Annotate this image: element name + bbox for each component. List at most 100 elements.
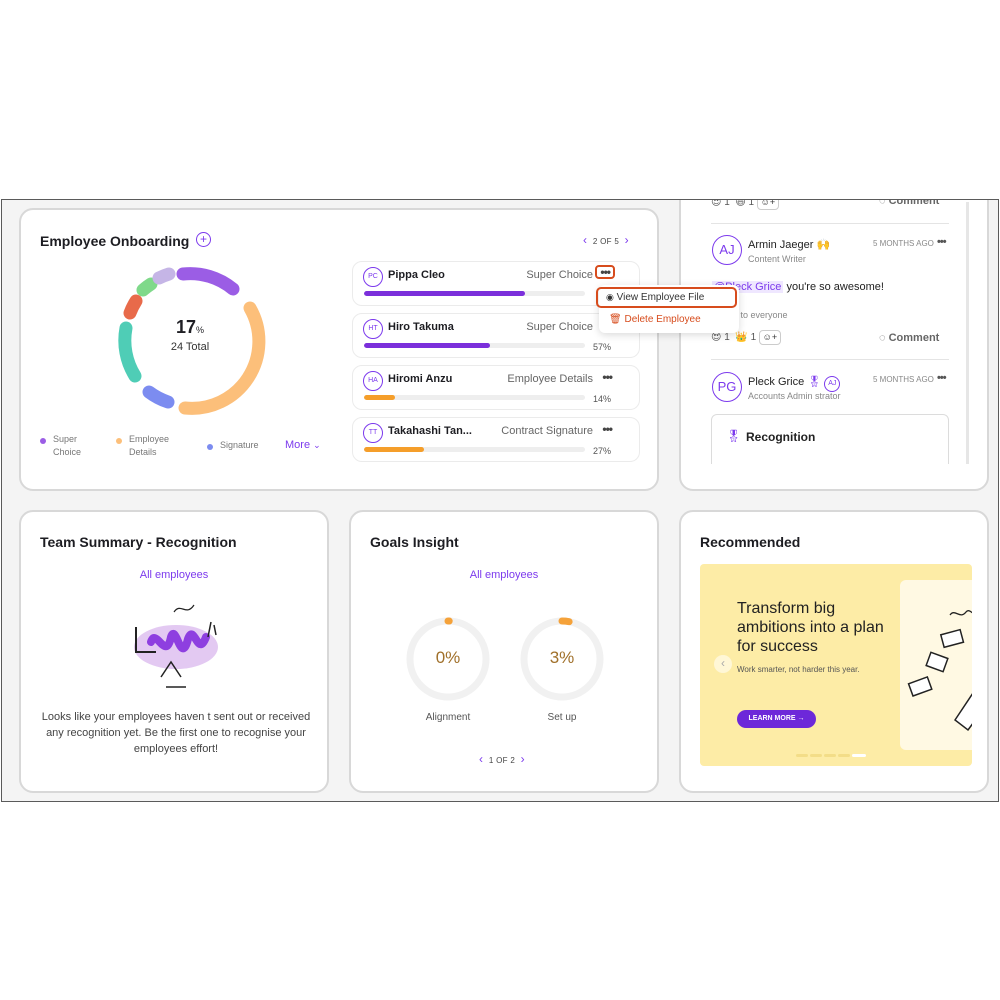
comment-icon: ◌ — [879, 199, 886, 207]
post-options-icon[interactable]: ••• — [937, 236, 947, 248]
goals-pager: ‹ 1 OF 2 › — [479, 752, 525, 766]
more-options-icon[interactable]: ••• — [595, 265, 615, 279]
add-reaction-button[interactable]: ☺+ — [756, 200, 779, 210]
add-reaction-button[interactable]: ☺+ — [758, 330, 781, 345]
banner-illustration — [907, 610, 972, 732]
dashboard-frame: Employee Onboarding + 17% 24 Total Super… — [1, 199, 999, 802]
employee-stage: Super Choice — [526, 321, 593, 333]
carousel-dot[interactable] — [838, 754, 850, 757]
recommended-title: Recommended — [700, 534, 801, 550]
recommended-banner[interactable]: Transform big ambitions into a plan for … — [700, 564, 972, 766]
gauge-label: Alignment — [425, 712, 471, 723]
post-author-role: Accounts Admin strator — [748, 391, 841, 401]
post-author-role: Content Writer — [748, 254, 806, 264]
learn-more-button[interactable]: LEARN MORE → — [737, 710, 816, 728]
goals-filter-link[interactable]: All employees — [469, 569, 539, 581]
empty-state-illustration — [134, 604, 218, 688]
pager-prev-icon[interactable]: ‹ — [583, 233, 588, 247]
comment-icon: ◌ — [879, 332, 886, 344]
recognition-box: 🎖 Recognition — [711, 414, 949, 464]
comment-button[interactable]: ◌ Comment — [879, 332, 940, 344]
progress-bar — [364, 395, 585, 400]
more-options-icon[interactable]: ••• — [602, 370, 613, 384]
gauge-arc — [558, 617, 573, 626]
onboarding-percent: 17% — [175, 317, 205, 337]
pager-next-icon[interactable]: › — [624, 233, 629, 247]
comment-button[interactable]: ◌ Comment — [879, 199, 939, 207]
progress-bar — [364, 447, 585, 452]
employee-row[interactable]: TT Takahashi Tan... Contract Signature •… — [352, 417, 640, 462]
carousel-prev-icon[interactable]: ‹ — [714, 655, 732, 673]
trash-icon: 🗑 — [609, 314, 622, 325]
donut-segment-signature — [142, 385, 175, 409]
eye-icon: ◉ — [606, 292, 614, 302]
carousel-dot[interactable] — [796, 754, 808, 757]
carousel-dot[interactable] — [824, 754, 836, 757]
legend-item-employee-details: Employee Details — [116, 433, 189, 459]
add-onboarding-icon[interactable]: + — [196, 232, 211, 247]
employee-row[interactable]: PC Pippa Cleo Super Choice ••• 7 — [352, 261, 640, 306]
onboarding-donut-chart — [118, 267, 266, 415]
pager-prev-icon[interactable]: ‹ — [479, 752, 484, 766]
employee-name: Takahashi Tan... — [388, 425, 472, 437]
empty-state-message: Looks like your employees haven t sent o… — [41, 711, 311, 755]
legend-item-super-choice: Super Choice — [40, 433, 95, 459]
carousel-indicators — [796, 744, 868, 762]
post-options-icon[interactable]: ••• — [937, 372, 947, 384]
team-filter-link[interactable]: All employees — [139, 569, 209, 581]
raised-hands-icon: 🙌 — [816, 239, 831, 251]
employee-row[interactable]: HT Hiro Takuma Super Choice 57% — [352, 313, 640, 358]
recommended-card: Recommended Transform big ambitions into… — [679, 510, 989, 793]
employee-name: Hiro Takuma — [388, 321, 454, 333]
tagged-avatar: AJ — [824, 376, 841, 392]
avatar: PC — [363, 267, 383, 287]
banner-subtext: Work smarter, not harder this year. — [737, 665, 860, 674]
carousel-dot-active[interactable] — [852, 754, 866, 757]
employee-context-menu: ◉ View Employee File 🗑 Delete Employee — [596, 285, 739, 333]
feed-scrollbar[interactable] — [966, 202, 969, 464]
banner-headline: Transform big ambitions into a plan for … — [737, 600, 884, 655]
divider — [711, 223, 949, 224]
avatar: HT — [363, 319, 383, 339]
post-time: 5 MONTHS AGO — [873, 239, 934, 248]
onboarding-pager: ‹ 2 OF 5 › — [583, 233, 629, 247]
donut-segment-employee-details — [178, 301, 266, 415]
post-author: Pleck Grice 🎖 AJ — [748, 375, 841, 392]
pager-next-icon[interactable]: › — [520, 752, 525, 766]
carousel-dot[interactable] — [810, 754, 822, 757]
progress-fill — [364, 343, 490, 348]
avatar: TT — [363, 423, 383, 443]
more-options-icon[interactable]: ••• — [602, 422, 613, 436]
donut-segment-super-choice — [176, 267, 240, 296]
employee-onboarding-card: Employee Onboarding + 17% 24 Total Super… — [19, 208, 659, 491]
legend-item-signature: Signature — [207, 439, 259, 452]
recognition-label: Recognition — [746, 430, 816, 444]
progress-fill — [364, 291, 526, 296]
avatar: AJ — [712, 235, 742, 265]
post-author: Armin Jaeger 🙌 — [748, 239, 831, 251]
donut-segment-lavender — [152, 267, 176, 285]
view-employee-file-menu-item[interactable]: ◉ View Employee File — [596, 287, 737, 308]
banner-illustration-panel — [900, 580, 972, 750]
medal-icon: 🎖 — [807, 376, 822, 388]
post-visibility: e to everyone — [733, 310, 788, 320]
donut-segment-red — [123, 294, 143, 320]
onboarding-total: 24 Total — [170, 341, 210, 353]
delete-employee-menu-item[interactable]: 🗑 Delete Employee — [609, 314, 701, 325]
legend-more-link[interactable]: More ⌄ — [285, 439, 321, 451]
gauge-set-up — [520, 617, 604, 701]
gauge-alignment — [406, 617, 490, 701]
employee-name: Hiromi Anzu — [388, 373, 453, 385]
progress-percent: 14% — [592, 394, 611, 404]
progress-percent: 27% — [592, 446, 611, 456]
donut-segment-green — [136, 277, 158, 297]
progress-percent: 57% — [592, 342, 611, 352]
avatar: PG — [712, 372, 742, 402]
employee-stage: Employee Details — [507, 373, 593, 385]
reaction-row: 😍 1 👑 1 ☺+ — [711, 330, 781, 345]
team-summary-card: Team Summary - Recognition All employees… — [19, 510, 329, 793]
employee-row[interactable]: HA Hiromi Anzu Employee Details ••• 14% — [352, 365, 640, 410]
recognition-feed-card: 😍 1 😄 1 ☺+ ◌ Comment AJ Armin Jaeger 🙌 C… — [679, 199, 989, 491]
reaction-row: 😍 1 😄 1 ☺+ — [711, 200, 779, 210]
avatar: HA — [363, 371, 383, 391]
